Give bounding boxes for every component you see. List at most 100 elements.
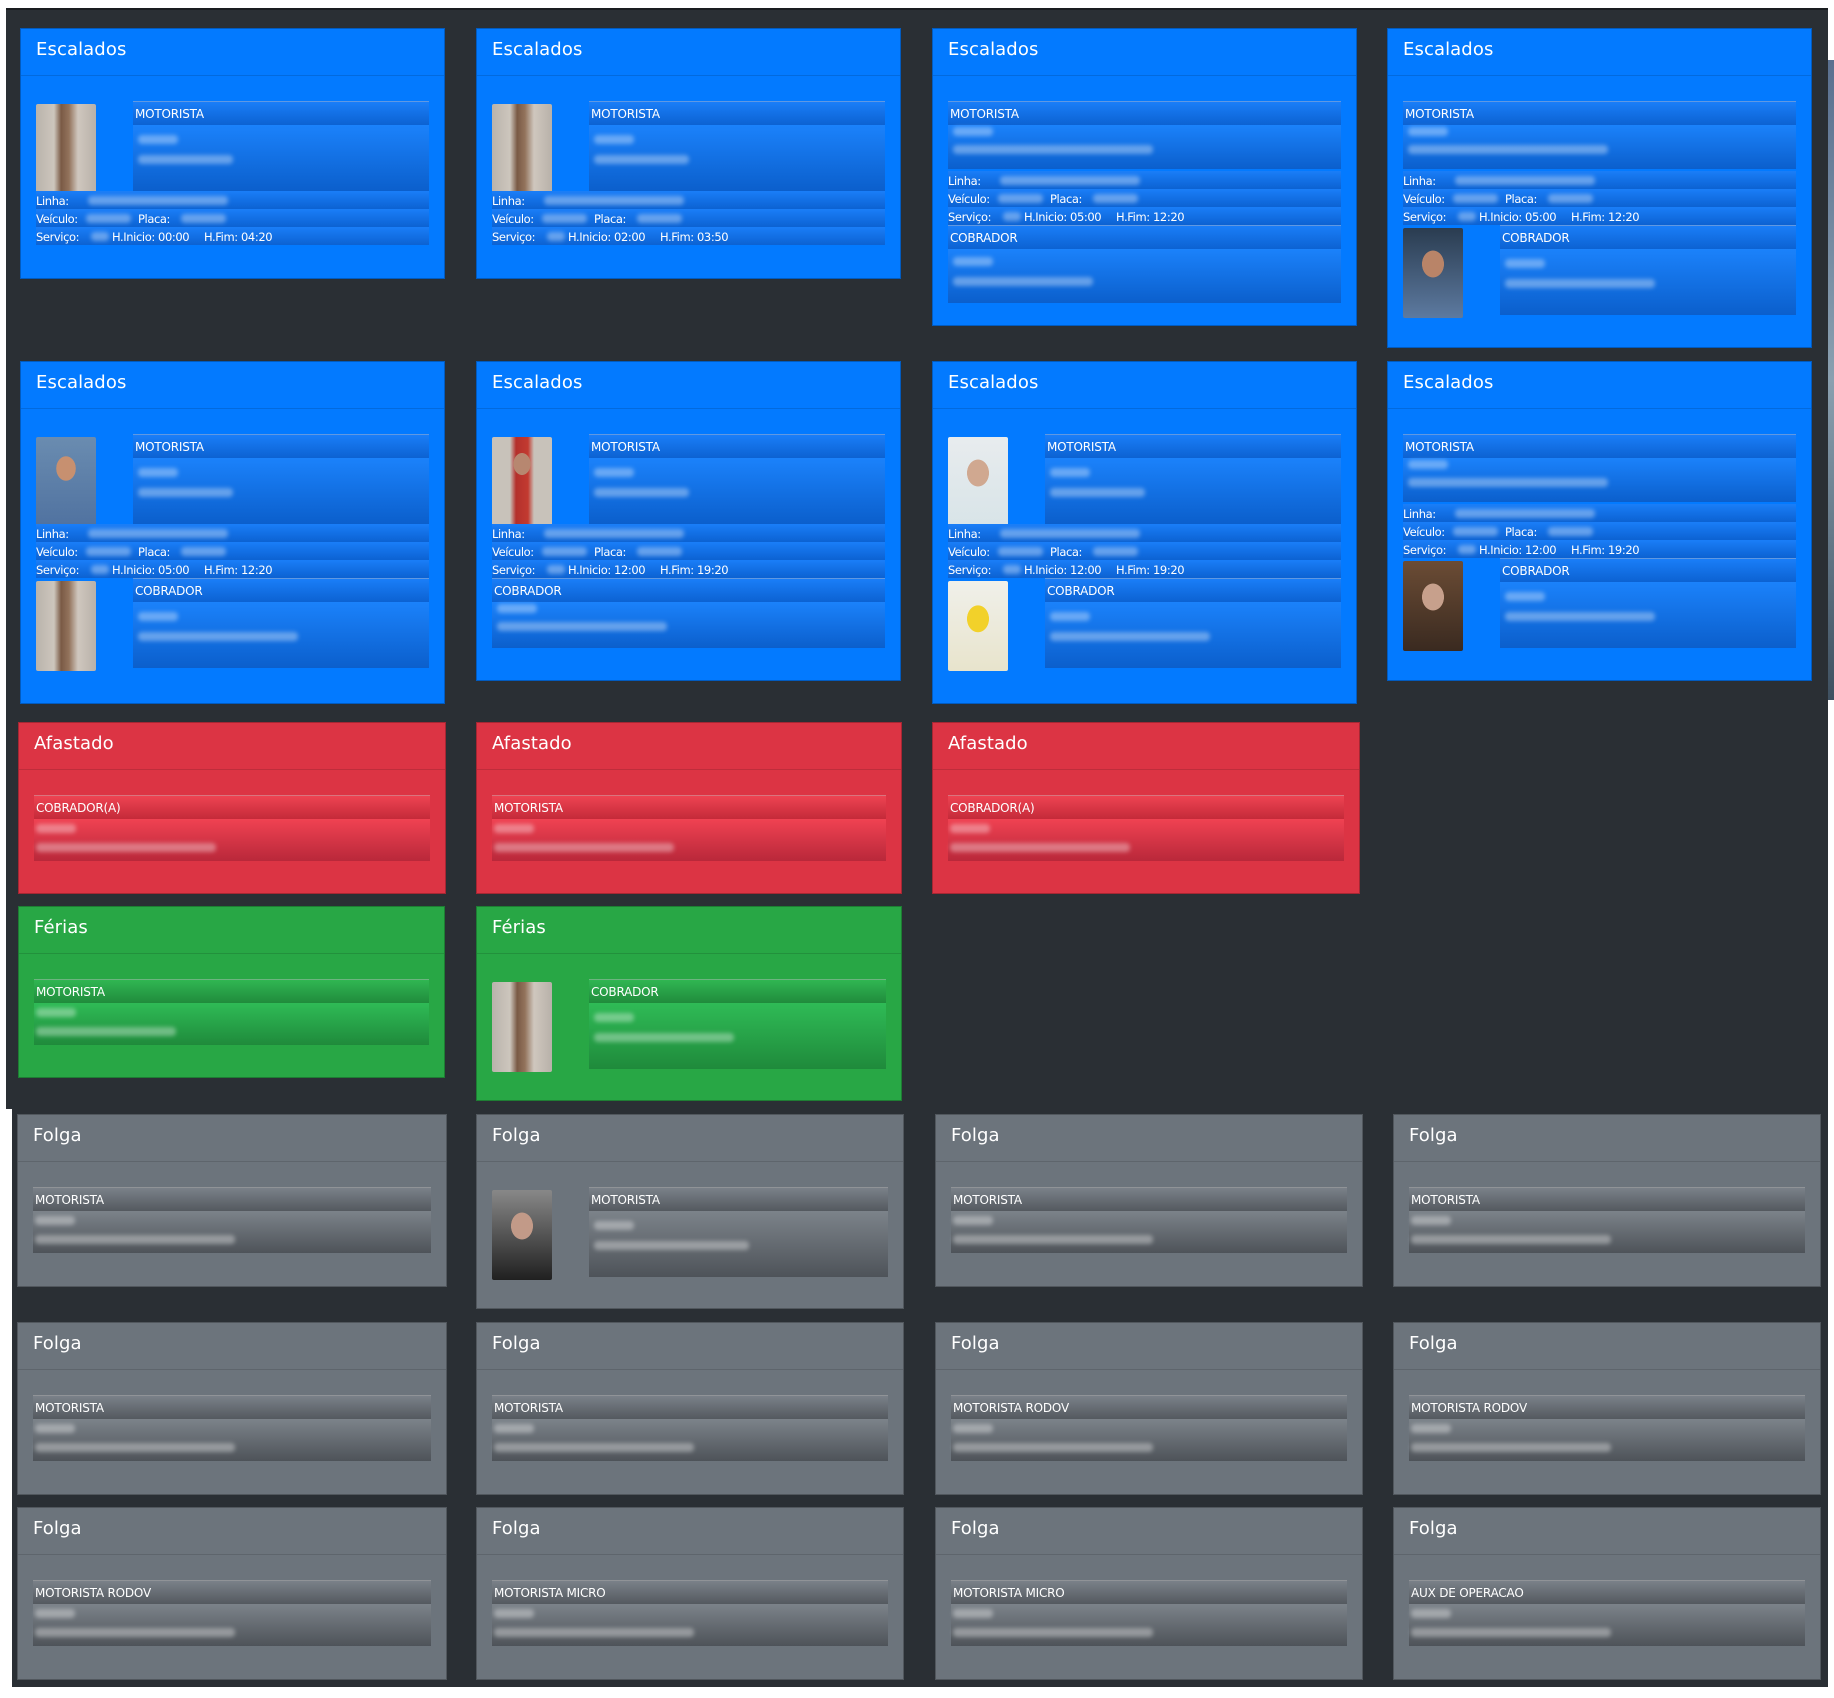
role-label: MOTORISTA RODOV: [951, 1395, 1347, 1419]
afastado-card[interactable]: Afastado COBRADOR(A): [932, 722, 1360, 894]
role-label: COBRADOR(A): [948, 795, 1344, 819]
role-label: MOTORISTA: [589, 434, 885, 458]
folga-card[interactable]: Folga MOTORISTA: [17, 1114, 447, 1287]
redacted-text: [1000, 176, 1140, 185]
card-title: Escalados: [933, 362, 1356, 409]
folga-card[interactable]: Folga MOTORISTA MICRO: [935, 1507, 1363, 1680]
employee-photo: [948, 437, 1008, 527]
role-label: COBRADOR: [948, 225, 1341, 249]
redacted-text: [91, 232, 109, 241]
trip-detail-row: Serviço: H.Inicio: 05:00 H.Fim: 12:20: [948, 207, 1341, 225]
trip-detail-row: Linha:: [948, 171, 1341, 189]
trip-detail-row: Serviço: H.Inicio: 02:00 H.Fim: 03:50: [492, 227, 885, 245]
afastado-card[interactable]: Afastado COBRADOR(A): [18, 722, 446, 894]
employee-info: [34, 819, 430, 861]
ferias-card[interactable]: Férias MOTORISTA: [18, 906, 445, 1078]
escalados-card[interactable]: Escalados MOTORISTA Linha: Veículo: Placa: Se…: [932, 361, 1357, 704]
redacted-text: [1411, 1443, 1611, 1452]
redacted-text: [138, 155, 233, 164]
employee-info: [34, 1003, 429, 1045]
card-body: MOTORISTA Linha: Veículo: Placa: Serviço: H.I…: [1403, 434, 1796, 682]
role-label: MOTORISTA MICRO: [951, 1580, 1347, 1604]
redacted-text: [1411, 1609, 1451, 1618]
trip-detail-label: H.Inicio: 12:00: [1024, 563, 1102, 577]
card-title: Folga: [1394, 1323, 1820, 1370]
redacted-text: [1411, 1628, 1611, 1637]
redacted-text: [494, 1424, 534, 1433]
redacted-text: [1050, 468, 1090, 477]
role-label: COBRADOR: [492, 578, 885, 602]
employee-info: [1409, 1419, 1805, 1461]
trip-detail-row: Veículo: Placa:: [948, 189, 1341, 207]
trip-detail-label: Veículo:: [492, 545, 534, 559]
role-label: MOTORISTA: [34, 979, 429, 1003]
redacted-text: [1411, 1424, 1451, 1433]
redacted-text: [1548, 194, 1593, 203]
escalados-card[interactable]: Escalados MOTORISTA Linha: Veículo: Placa: Se…: [476, 28, 901, 279]
employee-info: [133, 125, 429, 191]
folga-card[interactable]: Folga MOTORISTA: [935, 1114, 1363, 1287]
role-label: MOTORISTA: [133, 101, 429, 125]
redacted-text: [35, 1443, 235, 1452]
card-title: Escalados: [1388, 362, 1811, 409]
card-body: MOTORISTA: [34, 979, 429, 1079]
card-title: Folga: [936, 1115, 1362, 1162]
role-label: MOTORISTA: [133, 434, 429, 458]
ferias-card[interactable]: Férias COBRADOR: [476, 906, 902, 1101]
card-title: Escalados: [477, 29, 900, 76]
card-title: Escalados: [933, 29, 1356, 76]
redacted-text: [953, 277, 1093, 286]
folga-card[interactable]: Folga AUX DE OPERACAO: [1393, 1507, 1821, 1680]
escalados-card[interactable]: Escalados MOTORISTA Linha: Veículo: Placa: Se…: [1387, 28, 1812, 348]
folga-card[interactable]: Folga MOTORISTA: [476, 1322, 904, 1495]
redacted-text: [36, 1008, 76, 1017]
folga-card[interactable]: Folga MOTORISTA: [476, 1114, 904, 1309]
redacted-text: [594, 468, 634, 477]
folga-card[interactable]: Folga MOTORISTA RODOV: [17, 1507, 447, 1680]
card-title: Folga: [477, 1115, 903, 1162]
folga-card[interactable]: Folga MOTORISTA MICRO: [476, 1507, 904, 1680]
redacted-text: [542, 214, 587, 223]
afastado-card[interactable]: Afastado MOTORISTA: [476, 722, 902, 894]
escalados-card[interactable]: Escalados MOTORISTA Linha: Veículo: Placa: Se…: [20, 28, 445, 279]
trip-detail-label: Linha:: [948, 174, 981, 188]
redacted-text: [594, 135, 634, 144]
redacted-text: [1505, 259, 1545, 268]
role-label: MOTORISTA: [589, 1187, 888, 1211]
trip-detail-label: Linha:: [948, 527, 981, 541]
employee-info: [948, 249, 1341, 303]
escalados-card[interactable]: Escalados MOTORISTA Linha: Veículo: Placa: Se…: [20, 361, 445, 704]
redacted-text: [1505, 592, 1545, 601]
escalados-card[interactable]: Escalados MOTORISTA Linha: Veículo: Placa: Se…: [1387, 361, 1812, 681]
folga-card[interactable]: Folga MOTORISTA RODOV: [935, 1322, 1363, 1495]
trip-details: Linha: Veículo: Placa: Serviço: H.Inicio: 05…: [1403, 171, 1796, 225]
trip-detail-label: Serviço:: [948, 210, 992, 224]
folga-card[interactable]: Folga MOTORISTA RODOV: [1393, 1322, 1821, 1495]
redacted-text: [953, 1216, 993, 1225]
trip-detail-row: Veículo: Placa:: [1403, 522, 1796, 540]
escalados-card[interactable]: Escalados MOTORISTA Linha: Veículo: Placa: Se…: [476, 361, 901, 681]
card-title: Férias: [477, 907, 901, 954]
employee-info: [33, 1211, 431, 1253]
role-label: MOTORISTA RODOV: [33, 1580, 431, 1604]
role-label: MOTORISTA: [33, 1187, 431, 1211]
redacted-text: [1505, 279, 1655, 288]
redacted-text: [1408, 127, 1448, 136]
trip-detail-label: Serviço:: [36, 563, 80, 577]
trip-detail-label: H.Fim: 19:20: [1116, 563, 1185, 577]
redacted-text: [950, 843, 1130, 852]
trip-detail-row: Serviço: H.Inicio: 05:00 H.Fim: 12:20: [36, 560, 429, 578]
employee-photo: [492, 1190, 552, 1280]
card-title: Folga: [936, 1323, 1362, 1370]
escalados-card[interactable]: Escalados MOTORISTA Linha: Veículo: Placa: Se…: [932, 28, 1357, 326]
folga-card[interactable]: Folga MOTORISTA: [1393, 1114, 1821, 1287]
redacted-text: [494, 1609, 534, 1618]
redacted-text: [594, 155, 689, 164]
redacted-text: [1455, 509, 1595, 518]
card-title: Afastado: [477, 723, 901, 770]
redacted-text: [1000, 529, 1140, 538]
folga-card[interactable]: Folga MOTORISTA: [17, 1322, 447, 1495]
card-body: MOTORISTA Linha: Veículo: Placa: Serviço: H.I…: [492, 101, 885, 280]
trip-detail-label: Placa:: [594, 212, 627, 226]
redacted-text: [544, 196, 684, 205]
